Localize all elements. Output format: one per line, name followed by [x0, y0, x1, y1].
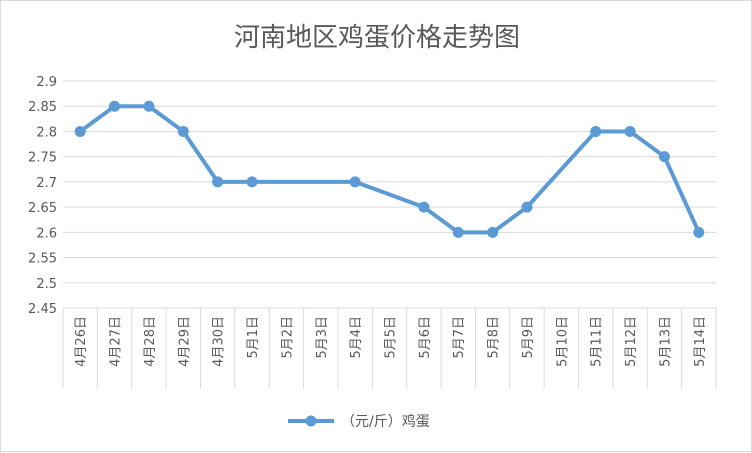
x-tick-label: 4月30日 [212, 316, 227, 367]
data-point [521, 201, 533, 213]
chart-title: 河南地区鸡蛋价格走势图 [234, 23, 520, 53]
x-tick-label: 4月26日 [74, 316, 89, 367]
data-point [177, 125, 189, 137]
legend-label: （元/斤）鸡蛋 [341, 413, 430, 430]
data-point [109, 100, 121, 112]
y-tick-label: 2.45 [28, 302, 57, 317]
x-tick-label: 5月13日 [658, 316, 673, 367]
y-tick-label: 2.7 [36, 176, 57, 191]
data-point [349, 176, 361, 188]
data-point [212, 176, 224, 188]
data-point [658, 151, 670, 163]
y-tick-label: 2.65 [28, 201, 57, 216]
series-line [78, 104, 701, 235]
x-tick-label: 5月14日 [693, 316, 708, 367]
grid-lines [63, 80, 716, 309]
data-point [246, 176, 258, 188]
data-point [590, 125, 602, 137]
data-point [418, 201, 430, 213]
y-tick-label: 2.9 [36, 75, 57, 90]
x-tick-label: 5月10日 [555, 316, 570, 367]
data-point [452, 226, 464, 238]
y-tick-label: 2.75 [28, 151, 57, 166]
x-tick-label: 5月1日 [246, 316, 261, 359]
x-tick-label: 5月9日 [521, 316, 536, 359]
y-tick-label: 2.5 [36, 277, 57, 292]
x-tick-label: 4月27日 [109, 316, 124, 367]
data-point [624, 125, 636, 137]
y-axis: 2.9 2.85 2.8 2.75 2.7 2.65 2.6 2.55 2.5 2.45 [28, 75, 57, 317]
x-tick-label: 5月7日 [452, 316, 467, 359]
y-tick-label: 2.6 [36, 226, 57, 241]
y-tick-label: 2.55 [28, 252, 57, 267]
legend: （元/斤）鸡蛋 [288, 413, 430, 430]
x-tick-label: 5月8日 [487, 316, 502, 359]
data-point [693, 226, 705, 238]
legend-marker-swatch [305, 415, 317, 427]
x-tick-label: 4月29日 [177, 316, 192, 367]
x-tick-label: 5月3日 [315, 316, 330, 359]
data-point [143, 100, 155, 112]
x-tick-label: 5月6日 [418, 316, 433, 359]
series-layer [74, 100, 705, 238]
x-tick-label: 4月28日 [143, 316, 158, 367]
x-tick-label: 5月4日 [349, 316, 364, 359]
x-tick-label: 5月12日 [624, 316, 639, 367]
x-tick-label: 5月11日 [590, 316, 605, 367]
x-tick-label: 5月5日 [384, 316, 399, 359]
x-axis: 4月26日 4月27日 4月28日 4月29日 4月30日 5月1日 5月2日 5月3日 5月4… [62, 308, 717, 388]
data-point [74, 125, 86, 137]
x-tick-label: 5月2日 [280, 316, 295, 359]
y-tick-label: 2.8 [36, 125, 57, 140]
data-point [487, 226, 499, 238]
y-tick-label: 2.85 [28, 100, 57, 115]
